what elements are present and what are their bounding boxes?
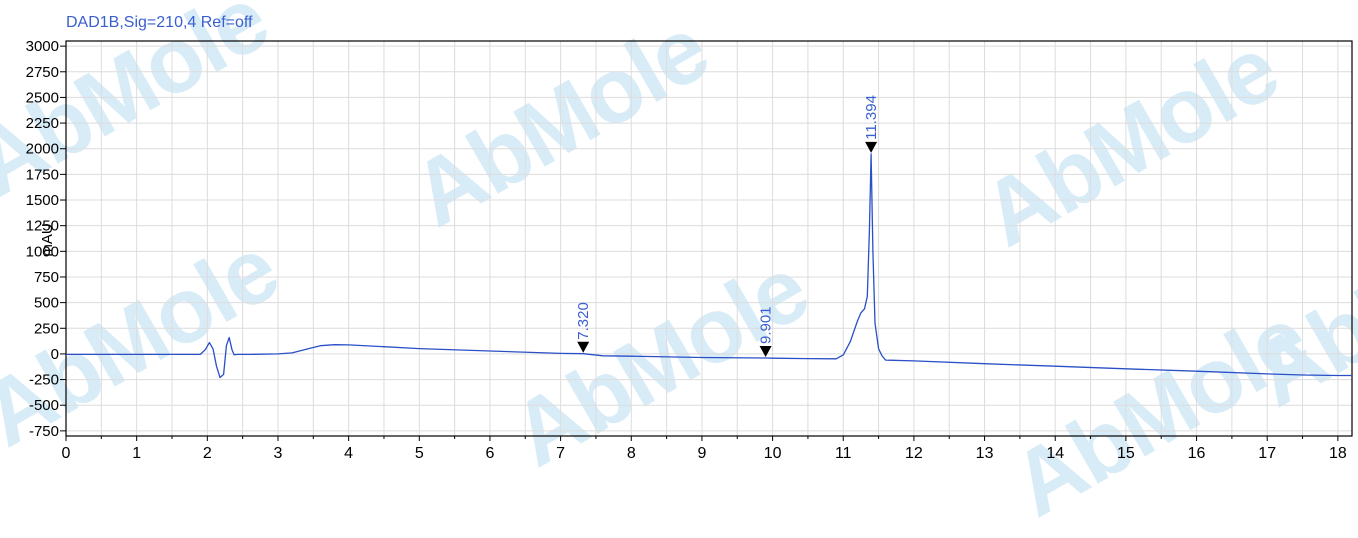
- y-tick-label: 2250: [26, 115, 59, 132]
- y-tick-label: 1000: [26, 243, 59, 260]
- peak-retention-label: 11.394: [863, 95, 880, 140]
- y-tick-label: 750: [34, 269, 59, 286]
- peak-retention-label: 9.901: [758, 306, 775, 344]
- y-tick-label: -500: [29, 397, 59, 414]
- peak-annotations: 7.320 9.901 11.394: [575, 95, 880, 358]
- y-axis-label: mAU: [39, 223, 56, 256]
- chromatogram-plot: DAD1B,Sig=210,4 Ref=off mAU 0 1 2 3 4 5 6 7 8 9 10…: [26, 14, 1353, 462]
- grid: [65, 41, 1352, 436]
- x-tick-label: 2: [203, 445, 212, 462]
- x-tick-label: 10: [764, 445, 782, 462]
- x-tick-label: 15: [1117, 445, 1135, 462]
- axes: 0 1 2 3 4 5 6 7 8 9 10 11 12 13 14 15 16 17 18-750-500-250…: [26, 38, 1353, 462]
- y-tick-label: 500: [34, 295, 59, 312]
- chromatogram-chart: DAD1B,Sig=210,4 Ref=off mAU 0 1 2 3 4 5 6 7 8 9 10…: [26, 14, 1353, 462]
- y-tick-label: 3000: [26, 38, 59, 55]
- x-tick-label: 8: [627, 445, 636, 462]
- y-tick-label: 2500: [26, 89, 59, 106]
- x-tick-label: 17: [1258, 445, 1276, 462]
- x-tick-label: 4: [344, 445, 353, 462]
- x-tick-label: 5: [415, 445, 424, 462]
- x-tick-label: 12: [905, 445, 923, 462]
- x-tick-label: 18: [1329, 445, 1347, 462]
- y-tick-label: 2000: [26, 141, 59, 158]
- peak-marker-triangle: [865, 141, 878, 153]
- x-tick-label: 11: [835, 445, 852, 462]
- x-tick-label: 7: [556, 445, 565, 462]
- y-tick-label: -750: [29, 423, 59, 440]
- y-tick-label: 1750: [26, 166, 59, 183]
- peak-retention-label: 7.320: [575, 302, 592, 340]
- y-tick-label: 1250: [26, 218, 59, 235]
- y-tick-label: 250: [34, 320, 59, 337]
- y-tick-label: 1500: [26, 192, 59, 209]
- y-tick-label: 2750: [26, 64, 59, 81]
- x-tick-label: 9: [697, 445, 706, 462]
- x-tick-label: 6: [486, 445, 495, 462]
- x-tick-label: 16: [1188, 445, 1206, 462]
- y-tick-label: 0: [51, 346, 59, 363]
- series-layer: [66, 153, 1352, 379]
- signal-label: DAD1B,Sig=210,4 Ref=off: [66, 14, 253, 31]
- x-tick-label: 0: [62, 445, 71, 462]
- x-tick-label: 3: [274, 445, 283, 462]
- peak-marker-triangle: [759, 346, 772, 358]
- chromatogram-trace: [66, 153, 1352, 379]
- x-tick-label: 14: [1046, 445, 1064, 462]
- x-tick-label: 1: [132, 445, 141, 462]
- y-tick-label: -250: [29, 372, 59, 389]
- peak-marker-triangle: [577, 341, 590, 353]
- plot-frame: [65, 40, 1353, 437]
- x-tick-label: 13: [976, 445, 994, 462]
